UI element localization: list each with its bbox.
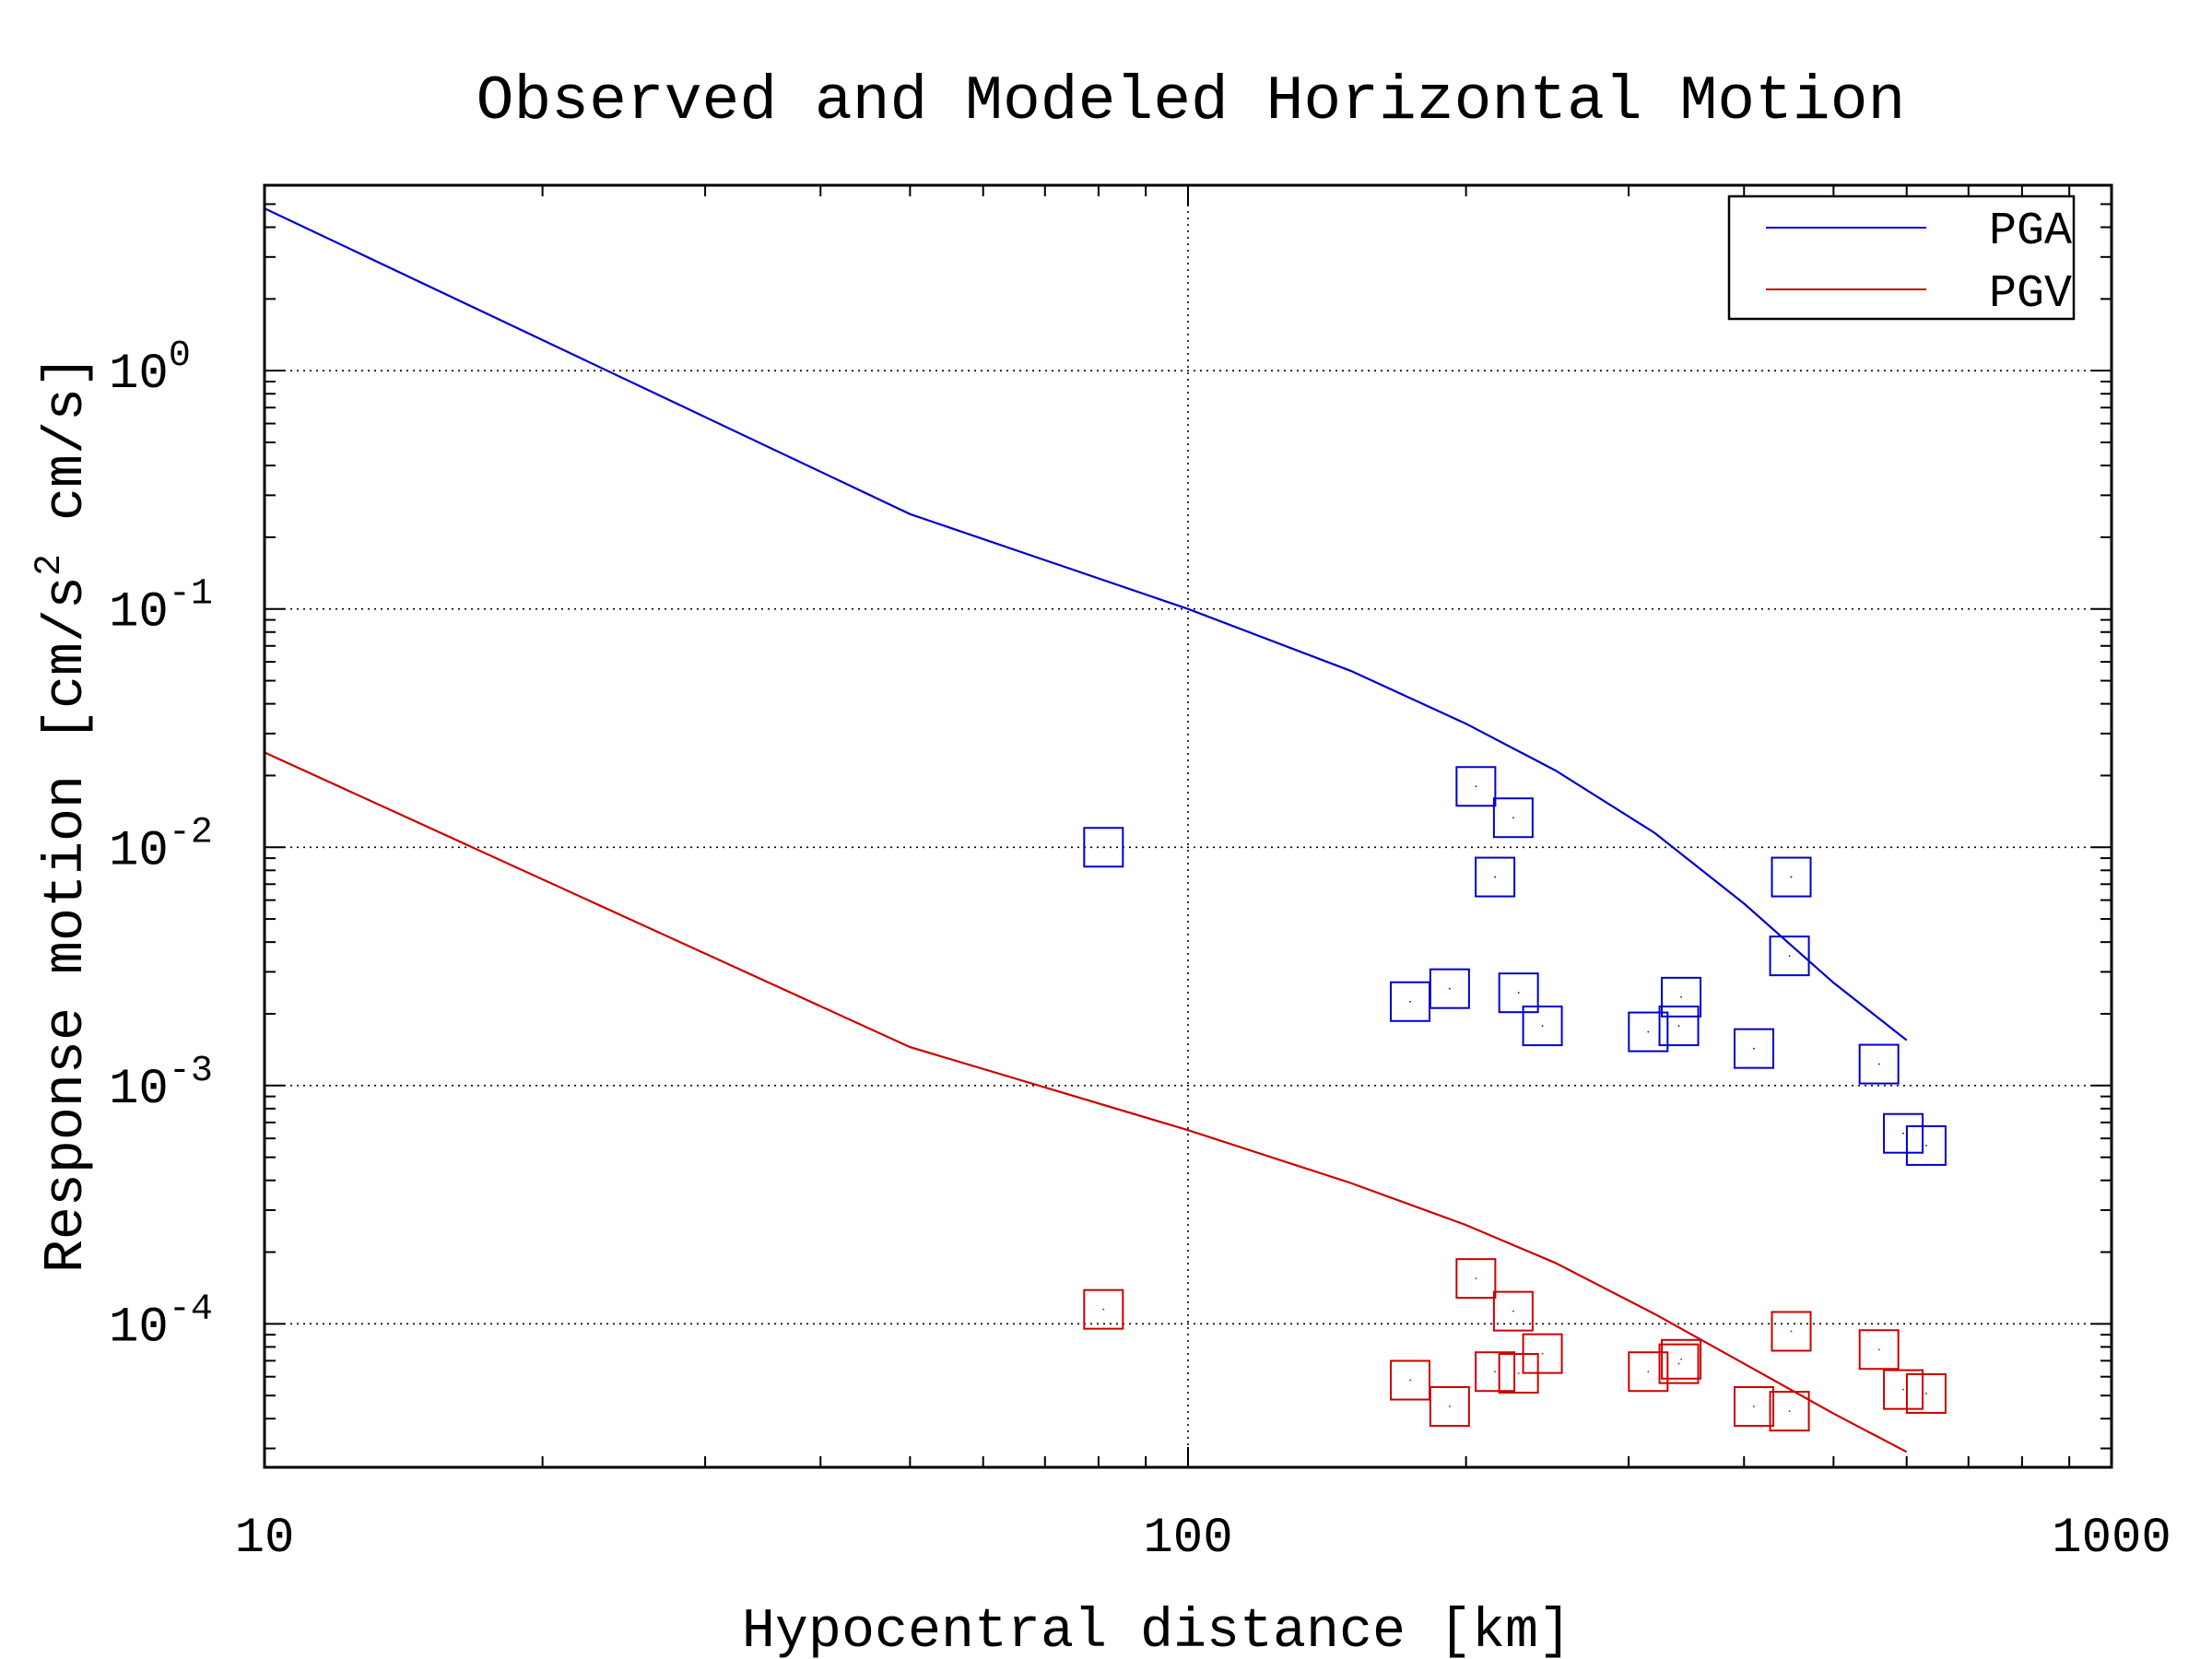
data-point-center: [1753, 1047, 1755, 1050]
data-point-center: [1680, 995, 1682, 998]
data-point-center: [1494, 1371, 1497, 1373]
y-axis-label-tail: cm/s]: [36, 355, 99, 554]
data-point-center: [1517, 992, 1520, 994]
series-layer: [264, 207, 1947, 1453]
tick-labels: 10 100 1000 100 10-1 10-2 10-3 10-4: [109, 335, 2171, 1567]
data-point-center: [1448, 987, 1451, 990]
data-point-center: [1647, 1030, 1650, 1033]
data-point-pgv-observed: [1858, 1329, 1900, 1371]
y-axis-label-main: Response motion [cm/s: [36, 576, 99, 1273]
data-point-center: [1925, 1145, 1927, 1147]
legend-label-pga: PGA: [1989, 206, 2072, 258]
data-point-center: [1877, 1348, 1880, 1351]
series-line-pga: [264, 207, 1908, 1041]
data-point-pga-observed: [1734, 1028, 1775, 1069]
data-point-pgv-observed: [1455, 1258, 1497, 1300]
data-point-center: [1475, 1277, 1477, 1280]
grid: [265, 185, 2112, 1467]
legend: PGA PGV: [1727, 194, 2076, 321]
y-axis-label-sup: 2: [29, 554, 71, 576]
data-point-pgv-observed: [1734, 1386, 1775, 1428]
data-point-center: [1788, 955, 1791, 958]
data-point-pga-observed: [1661, 976, 1702, 1018]
data-point-center: [1409, 1000, 1411, 1003]
y-tick-label: 10-3: [109, 1051, 213, 1118]
data-point-center: [1102, 1308, 1105, 1311]
data-point-pga-observed: [1658, 1006, 1700, 1047]
data-point-pgv-observed: [1475, 1351, 1516, 1393]
tick-marks: [264, 184, 2112, 1467]
x-tick-label: 10: [235, 1511, 295, 1567]
y-tick-label: 10-4: [109, 1288, 213, 1356]
data-point-center: [1541, 1352, 1544, 1355]
data-point-pgv-observed: [1390, 1359, 1431, 1401]
data-point-pgv-observed: [1771, 1311, 1812, 1352]
data-point-pgv-observed: [1658, 1343, 1700, 1384]
data-point-center: [1680, 1358, 1682, 1360]
data-point-center: [1677, 1025, 1680, 1027]
data-point-center: [1788, 1410, 1791, 1413]
data-point-center: [1494, 876, 1497, 878]
data-point-pga-observed: [1455, 766, 1497, 807]
data-point-center: [1877, 1063, 1880, 1065]
data-point-center: [1541, 1025, 1544, 1027]
data-point-center: [1790, 876, 1793, 878]
y-tick-label: 10-2: [109, 812, 213, 879]
data-point-pga-observed: [1522, 1006, 1563, 1047]
data-point-pgv-observed: [1429, 1386, 1470, 1428]
legend-box: [1727, 194, 2076, 321]
y-tick-label: 100: [109, 335, 191, 403]
data-point-pga-observed: [1083, 827, 1124, 868]
data-point-center: [1677, 1362, 1680, 1365]
data-point-pgv-observed: [1769, 1391, 1810, 1432]
chart-title: Observed and Modeled Horizontal Motion: [477, 66, 1906, 137]
data-point-pgv-observed: [1661, 1338, 1702, 1380]
x-tick-label: 1000: [2052, 1511, 2171, 1567]
x-axis-label: Hypocentral distance [km]: [742, 1601, 1571, 1659]
data-point-center: [1902, 1388, 1904, 1391]
data-point-center: [1448, 1406, 1451, 1407]
data-point-center: [1409, 1379, 1411, 1382]
data-point-center: [1902, 1132, 1904, 1135]
data-point-pga-observed: [1429, 968, 1470, 1009]
data-point-center: [1512, 817, 1514, 819]
y-tick-label: 10-1: [109, 574, 213, 641]
data-point-pgv-observed: [1492, 1290, 1534, 1332]
data-point-center: [1790, 1330, 1793, 1333]
data-point-pgv-observed: [1883, 1369, 1924, 1410]
data-point-pga-observed: [1858, 1043, 1900, 1085]
data-point-pgv-observed: [1522, 1333, 1563, 1374]
data-point-pga-observed: [1883, 1112, 1924, 1154]
data-point-center: [1102, 846, 1105, 849]
data-point-pga-observed: [1492, 797, 1534, 839]
data-point-pga-observed: [1771, 856, 1812, 898]
data-point-pga-observed: [1769, 935, 1810, 977]
data-point-center: [1475, 785, 1477, 788]
plot-frame: [263, 183, 2113, 1469]
data-point-pga-observed: [1498, 972, 1539, 1014]
data-point-center: [1647, 1371, 1650, 1373]
data-point-pgv-observed: [1083, 1288, 1124, 1330]
x-tick-label: 100: [1143, 1511, 1232, 1567]
data-point-pga-observed: [1628, 1011, 1669, 1053]
legend-label-pgv: PGV: [1989, 268, 2072, 321]
data-point-center: [1925, 1393, 1927, 1394]
data-point-center: [1753, 1406, 1755, 1407]
y-axis-label: Response motion [cm/s2 cm/s]: [29, 355, 99, 1273]
data-point-pga-observed: [1475, 856, 1516, 898]
data-point-pga-observed: [1905, 1124, 1947, 1166]
data-point-center: [1512, 1310, 1514, 1312]
data-point-pgv-observed: [1628, 1351, 1669, 1393]
series-line-pgv: [264, 751, 1908, 1453]
data-point-pgv-observed: [1905, 1372, 1947, 1414]
data-point-center: [1517, 1372, 1520, 1374]
